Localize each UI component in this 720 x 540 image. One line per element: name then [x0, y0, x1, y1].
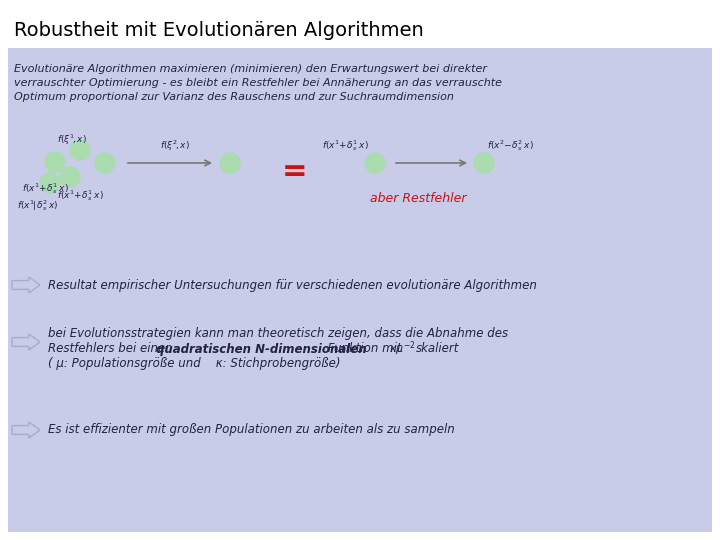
Circle shape [220, 153, 240, 173]
Text: Robustheit mit Evolutionären Algorithmen: Robustheit mit Evolutionären Algorithmen [14, 21, 424, 39]
Circle shape [45, 152, 65, 172]
Circle shape [95, 153, 115, 173]
Text: $f(x^1\!|\,\delta_s^2\,x)$: $f(x^1\!|\,\delta_s^2\,x)$ [17, 198, 59, 213]
Text: Funktion mit: Funktion mit [324, 342, 402, 355]
FancyArrow shape [12, 277, 40, 293]
Text: verrauschter Optimierung - es bleibt ein Restfehler bei Annäherung an das verrau: verrauschter Optimierung - es bleibt ein… [14, 78, 502, 88]
Text: $f(\xi^1\!,x)$: $f(\xi^1\!,x)$ [57, 133, 87, 147]
Circle shape [60, 167, 80, 187]
Text: quadratischen N-dimensionalen: quadratischen N-dimensionalen [156, 342, 366, 355]
Circle shape [474, 153, 494, 173]
Text: Restfehlers bei einer: Restfehlers bei einer [48, 342, 174, 355]
FancyArrow shape [12, 334, 40, 350]
Text: =: = [282, 158, 308, 186]
Text: Resultat empirischer Untersuchungen für verschiedenen evolutionäre Algorithmen: Resultat empirischer Untersuchungen für … [48, 279, 537, 292]
Circle shape [365, 153, 385, 173]
Text: $f(x^1\!+\!\delta_s^1\,x)$: $f(x^1\!+\!\delta_s^1\,x)$ [22, 181, 69, 196]
Text: $f(x^1\!+\!\delta_s^1\,x)$: $f(x^1\!+\!\delta_s^1\,x)$ [57, 188, 104, 203]
Text: aber Restfehler: aber Restfehler [370, 192, 467, 205]
Text: $\kappa\mu^{-2}$: $\kappa\mu^{-2}$ [389, 340, 415, 359]
FancyBboxPatch shape [8, 48, 712, 532]
Text: $f(\xi^2\!,x)$: $f(\xi^2\!,x)$ [160, 139, 190, 153]
Text: bei Evolutionsstrategien kann man theoretisch zeigen, dass die Abnahme des: bei Evolutionsstrategien kann man theore… [48, 327, 508, 341]
Text: Optimum proportional zur Varianz des Rauschens und zur Suchraumdimension: Optimum proportional zur Varianz des Rau… [14, 92, 454, 102]
Circle shape [70, 140, 90, 160]
Text: $f(x^2\!-\!\delta_s^2\,x)$: $f(x^2\!-\!\delta_s^2\,x)$ [487, 138, 534, 153]
FancyArrow shape [12, 422, 40, 438]
Text: ( μ: Populationsgröße und    κ: Stichprobengröße): ( μ: Populationsgröße und κ: Stichproben… [48, 357, 341, 370]
Text: skaliert: skaliert [416, 342, 459, 355]
Circle shape [40, 173, 60, 193]
Text: Evolutionäre Algorithmen maximieren (minimieren) den Erwartungswert bei direkter: Evolutionäre Algorithmen maximieren (min… [14, 64, 487, 74]
Text: $f(x^1\!+\!\delta_s^1\,x)$: $f(x^1\!+\!\delta_s^1\,x)$ [322, 138, 369, 153]
Text: Es ist effizienter mit großen Populationen zu arbeiten als zu sampeln: Es ist effizienter mit großen Population… [48, 423, 455, 436]
